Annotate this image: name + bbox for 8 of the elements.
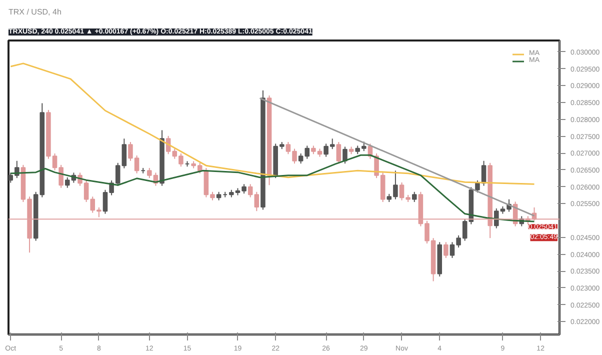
- candlestick: [336, 141, 342, 164]
- candlestick: [342, 146, 348, 164]
- candlestick: [254, 191, 260, 212]
- candlestick: [444, 242, 448, 258]
- candlestick: [248, 184, 253, 198]
- chart-title: TRX / USD, 4h: [8, 8, 62, 16]
- candlestick: [412, 191, 417, 202]
- candlestick: [475, 180, 480, 194]
